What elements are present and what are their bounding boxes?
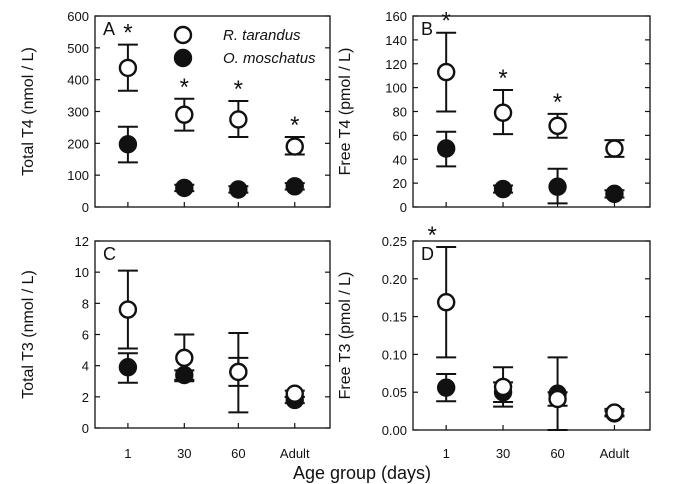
panel-b-ytick-label: 140 — [385, 33, 407, 48]
panel-d-ytick-label: 0.05 — [382, 385, 407, 400]
panel-b-significance-star: * — [553, 89, 562, 116]
panel-c-xtick-label: 1 — [124, 446, 131, 461]
panel-a-r-tarandus-point — [229, 110, 248, 129]
panel-a-ytick-label: 600 — [67, 9, 89, 24]
panel-d-xtick-label: 30 — [496, 446, 510, 461]
panel-d-label: D — [421, 244, 434, 264]
panel-a-ylabel: Total T4 (nmol / L) — [20, 47, 37, 176]
panel-b-r-tarandus-point — [436, 62, 456, 82]
panel-b-label: B — [421, 19, 433, 39]
panel-c-xtick-label: Adult — [280, 446, 310, 461]
panel-d-significance-star: * — [428, 222, 437, 249]
panel-a-o-moschatus-point — [118, 135, 138, 154]
panel-c-r-tarandus-point — [175, 348, 194, 368]
panel-a-significance-star: * — [234, 76, 243, 103]
panel-c-ytick-label: 8 — [82, 296, 89, 311]
panel-c-o-moschatus-point — [118, 358, 138, 377]
panel-b-o-moschatus-point — [436, 139, 456, 158]
panel-c-ylabel: Total T3 (nmol / L) — [20, 270, 37, 399]
panel-b-o-moschatus-point — [605, 184, 624, 204]
panel-a-label: A — [103, 19, 115, 39]
panel-d-xtick-label: Adult — [600, 446, 630, 461]
panel-b-ytick-label: 160 — [385, 9, 407, 24]
legend-label-o-moschatus: O. moschatus — [223, 50, 316, 67]
panel-d-ytick-label: 0.25 — [382, 234, 407, 249]
panel-a-significance-star: * — [123, 20, 132, 47]
panel-a-ytick-label: 200 — [67, 136, 89, 151]
panel-d-xtick-label: 1 — [443, 446, 450, 461]
panel-d-xtick-label: 60 — [550, 446, 564, 461]
x-axis-label: Age group (days) — [293, 463, 431, 483]
panel-b-ytick-label: 20 — [393, 176, 407, 191]
panel-b-ytick-label: 0 — [400, 200, 407, 215]
panel-d-ytick-label: 0.00 — [382, 423, 407, 438]
panel-b-ytick-label: 40 — [393, 152, 407, 167]
panel-d-ytick-label: 0.15 — [382, 310, 407, 325]
panel-b-r-tarandus-point — [493, 103, 513, 122]
panel-a-ytick-label: 500 — [67, 41, 89, 56]
panel-d-r-tarandus-point — [605, 403, 624, 422]
panel-b-ytick-label: 60 — [393, 128, 407, 143]
panel-b-o-moschatus-point — [548, 177, 567, 196]
panel-b-significance-star: * — [442, 8, 451, 35]
panel-b-ytick-label: 120 — [385, 57, 407, 72]
panel-d-ytick-label: 0.10 — [382, 347, 407, 362]
panel-a-o-moschatus-point — [285, 177, 304, 196]
panel-a-r-tarandus-point — [118, 58, 138, 78]
panel-c-r-tarandus-point — [118, 300, 138, 319]
panel-c-ytick-label: 6 — [82, 328, 89, 343]
panel-a-o-moschatus-point — [229, 180, 248, 199]
panel-c-ytick-label: 0 — [82, 421, 89, 436]
legend-marker-o-moschatus — [173, 48, 193, 68]
panel-c-ytick-label: 4 — [82, 359, 89, 374]
legend-label-r-tarandus: R. tarandus — [223, 27, 301, 44]
panel-d-ytick-label: 0.20 — [382, 272, 407, 287]
panel-d-r-tarandus-point — [548, 389, 567, 409]
panel-c-r-tarandus-point — [229, 362, 248, 382]
panel-b-ytick-label: 100 — [385, 81, 407, 96]
panel-d-o-moschatus-point — [436, 378, 456, 397]
panel-a-significance-star: * — [180, 74, 189, 101]
panel-a-ytick-label: 100 — [67, 168, 89, 183]
panel-c-ytick-label: 10 — [75, 265, 89, 280]
panel-c-ytick-label: 2 — [82, 390, 89, 405]
panel-b-significance-star: * — [498, 65, 507, 92]
panel-d-frame — [412, 240, 651, 431]
panel-a-r-tarandus-point — [285, 137, 304, 156]
panel-c-xtick-label: 30 — [177, 446, 191, 461]
panel-a-r-tarandus-point — [175, 105, 194, 124]
panel-c-label: C — [103, 244, 116, 264]
panel-c-ytick-label: 12 — [75, 234, 89, 249]
panel-d-r-tarandus-point — [436, 293, 456, 312]
panel-b-r-tarandus-point — [605, 139, 624, 158]
panel-b-o-moschatus-point — [493, 179, 513, 199]
panel-c-xtick-label: 60 — [231, 446, 245, 461]
panel-a-o-moschatus-point — [175, 178, 194, 198]
panel-d-r-tarandus-point — [493, 377, 513, 397]
panel-b-r-tarandus-point — [548, 116, 567, 136]
panel-b-ytick-label: 80 — [393, 105, 407, 120]
panel-b-ylabel: Free T4 (pmol / L) — [337, 48, 354, 176]
panel-d-ylabel: Free T3 (pmol / L) — [337, 272, 354, 400]
panel-a-ytick-label: 0 — [82, 200, 89, 215]
panel-a-ytick-label: 400 — [67, 73, 89, 88]
panel-a-ytick-label: 300 — [67, 105, 89, 120]
panel-a-significance-star: * — [290, 112, 299, 139]
legend-marker-r-tarandus — [173, 25, 193, 45]
panel-c-r-tarandus-point — [285, 384, 304, 403]
